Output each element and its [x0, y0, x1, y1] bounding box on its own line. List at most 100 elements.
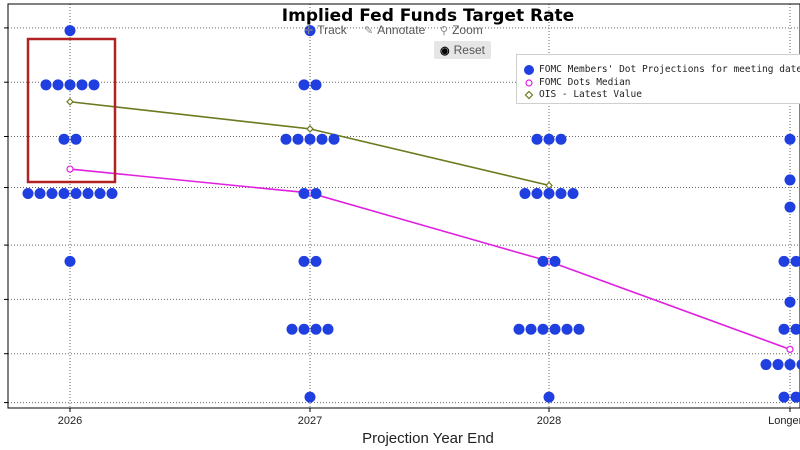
reset-button[interactable]: ◉ Reset: [434, 41, 491, 59]
dot-point: [22, 188, 34, 200]
dot-point: [784, 359, 796, 371]
dot-point: [790, 255, 800, 267]
dot-point: [106, 188, 118, 200]
dot-point: [310, 255, 322, 267]
dot-point: [549, 323, 561, 335]
legend-dot-marker: [524, 64, 534, 75]
dot-point: [304, 391, 316, 403]
legend-item-ois: OIS - Latest Value: [523, 88, 642, 101]
dot-point: [328, 133, 340, 145]
dot-point: [304, 25, 316, 37]
dot-point: [555, 188, 567, 200]
series-point: [66, 97, 74, 106]
series-point: [306, 125, 314, 133]
dot-point: [94, 188, 106, 200]
dot-point: [64, 25, 76, 37]
dot-point: [322, 323, 334, 335]
dot-projections: [22, 25, 800, 403]
dot-point: [52, 79, 64, 91]
legend-label-dots: FOMC Members' Dot Projections for meetin…: [539, 64, 800, 75]
dot-point: [790, 391, 800, 403]
legend-median-marker: [525, 78, 533, 87]
dot-point: [784, 174, 796, 186]
dot-point: [778, 391, 790, 403]
reset-label: Reset: [453, 43, 485, 57]
dot-point: [46, 188, 58, 200]
dot-point: [286, 323, 298, 335]
y-tick-marks: [4, 27, 8, 404]
dot-point: [310, 79, 322, 91]
x-axis-title: Projection Year End: [362, 430, 494, 447]
dot-point: [784, 296, 796, 308]
dot-point: [537, 323, 549, 335]
dot-point: [543, 188, 555, 200]
dot-point: [70, 133, 82, 145]
dot-point: [88, 79, 100, 91]
legend-label-ois: OIS - Latest Value: [539, 89, 642, 100]
dot-point: [531, 188, 543, 200]
legend-item-median: FOMC Dots Median: [523, 76, 631, 89]
dot-point: [310, 188, 322, 200]
series-lines: [66, 97, 794, 353]
dot-point: [561, 323, 573, 335]
series-point: [786, 345, 794, 353]
dot-point: [513, 323, 525, 335]
dot-point: [298, 323, 310, 335]
zoom-label: Zoom: [452, 23, 483, 37]
legend: FOMC Members' Dot Projections for meetin…: [516, 54, 800, 104]
dot-point: [784, 201, 796, 213]
x-tick-label: 2026: [58, 415, 82, 427]
track-label: Track: [317, 23, 347, 37]
dot-point: [70, 188, 82, 200]
dot-point: [34, 188, 46, 200]
series-line-0: [69, 168, 791, 351]
plot-frame: [7, 3, 800, 409]
dot-point: [519, 188, 531, 200]
series-point: [66, 165, 74, 173]
dot-point: [310, 323, 322, 335]
dot-point: [778, 255, 790, 267]
dot-point: [772, 359, 784, 371]
dot-point: [537, 255, 549, 267]
dot-point: [573, 323, 585, 335]
dot-point: [304, 133, 316, 145]
dot-point: [531, 133, 543, 145]
dot-point: [549, 255, 561, 267]
chart-title: Implied Fed Funds Target Rate: [282, 6, 574, 26]
x-tick-labels: 2026 2027 2028 Longer T: [58, 408, 800, 427]
dot-point: [555, 133, 567, 145]
x-tick-label: Longer T: [768, 415, 800, 427]
dot-point: [760, 359, 772, 371]
zoom-button[interactable]: ⚲ Zoom: [434, 21, 489, 39]
dot-point: [298, 255, 310, 267]
annotate-button[interactable]: ✎ Annotate: [358, 21, 431, 39]
dot-point: [58, 188, 70, 200]
highlight-box: [26, 37, 117, 184]
magnifier-icon: ⚲: [440, 25, 449, 37]
x-tick-label: 2028: [537, 415, 561, 427]
x-tick-label: 2027: [298, 415, 322, 427]
dot-point: [543, 133, 555, 145]
dot-point: [316, 133, 328, 145]
dot-point: [76, 79, 88, 91]
dot-point: [292, 133, 304, 145]
dot-point: [525, 323, 537, 335]
dot-point: [790, 323, 800, 335]
pencil-icon: ✎: [364, 25, 374, 37]
ring-icon: ◉: [440, 45, 450, 57]
legend-ois-marker: [524, 90, 534, 99]
dot-point: [58, 133, 70, 145]
legend-label-median: FOMC Dots Median: [539, 77, 631, 88]
dot-point: [784, 133, 796, 145]
annotate-label: Annotate: [377, 23, 426, 37]
dot-point: [298, 188, 310, 200]
dot-point: [82, 188, 94, 200]
dot-point: [64, 79, 76, 91]
dot-point: [567, 188, 579, 200]
dot-point: [796, 359, 800, 370]
dot-point: [280, 133, 292, 145]
legend-item-dots: FOMC Members' Dot Projections for meetin…: [523, 63, 800, 76]
track-button[interactable]: ✛ Track: [298, 21, 353, 39]
dot-point: [778, 323, 790, 335]
